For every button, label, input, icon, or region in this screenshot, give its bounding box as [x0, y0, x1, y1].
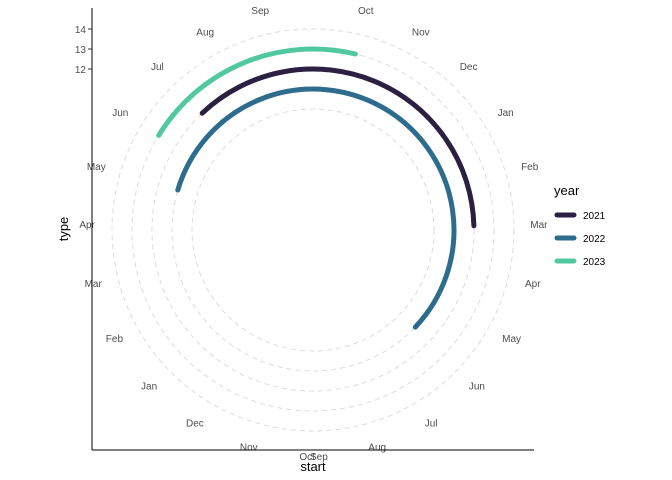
month-label-left-dec-9: Dec [186, 419, 204, 430]
month-label-right-dec-2: Dec [460, 62, 478, 73]
grid-circle-13 [131, 48, 495, 412]
month-label-left-nov-10: Nov [240, 443, 258, 454]
legend-label-2021: 2021 [583, 211, 606, 222]
series-arc-2023 [156, 46, 358, 138]
month-label-left-sep-0: Sep [251, 6, 269, 17]
month-label-right-apr-6: Apr [525, 279, 541, 290]
y-tick-label-13: 13 [75, 45, 87, 56]
legend-title: year [554, 183, 580, 198]
x-axis-title: start [300, 459, 326, 474]
legend-label-2023: 2023 [583, 257, 606, 268]
legend: year 2021 2022 2023 [554, 183, 606, 268]
month-label-left-may-4: May [87, 162, 106, 173]
series-arc-2022 [175, 86, 457, 330]
month-label-right-oct-0: Oct [358, 6, 374, 17]
month-label-left-feb-7: Feb [106, 334, 124, 345]
month-label-left-mar-6: Mar [85, 279, 103, 290]
month-labels: Oct Nov Dec Jan Feb Mar Apr May Jun Jul Aug Sep Sep A… [79, 6, 548, 463]
month-label-right-may-7: May [502, 334, 521, 345]
month-label-right-nov-1: Nov [412, 27, 430, 38]
y-ticks: 12 13 14 [75, 25, 92, 76]
legend-label-2022: 2022 [583, 234, 606, 245]
y-axis-title: type [56, 217, 71, 242]
y-tick-label-14: 14 [75, 25, 87, 36]
month-label-left-aug-1: Aug [196, 27, 214, 38]
grid-circle-14 [111, 28, 515, 432]
grid-circle-10 [191, 108, 435, 352]
series-arcs [156, 46, 477, 330]
month-label-right-feb-4: Feb [521, 162, 539, 173]
y-tick-label-12: 12 [75, 65, 87, 76]
month-label-right-jan-3: Jan [498, 108, 514, 119]
month-label-right-aug-10: Aug [368, 443, 386, 454]
month-label-right-jun-8: Jun [469, 382, 485, 393]
month-label-left-jan-8: Jan [141, 382, 157, 393]
month-label-right-sep-11: Sep [310, 452, 328, 463]
month-label-left-jun-3: Jun [112, 108, 128, 119]
month-label-left-apr-5: Apr [79, 220, 95, 231]
month-label-left-oct-11: Oct [299, 452, 315, 463]
month-label-left-jul-2: Jul [151, 62, 164, 73]
month-label-right-mar-5: Mar [530, 220, 548, 231]
series-arc-2021 [199, 66, 477, 229]
month-label-right-jul-9: Jul [425, 419, 438, 430]
